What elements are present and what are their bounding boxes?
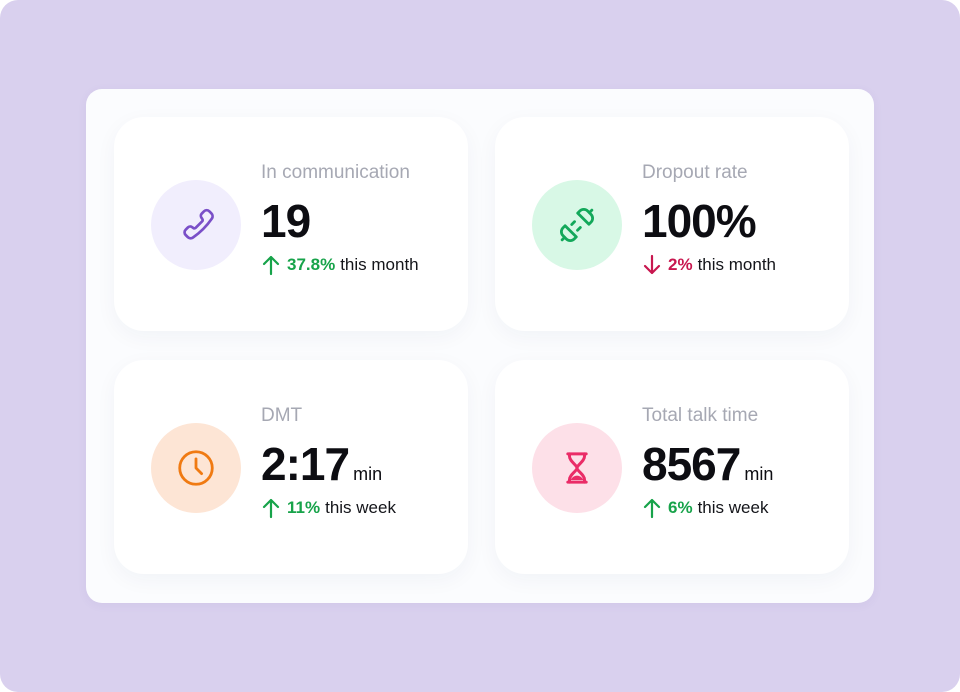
- stat-trend: 11% this week: [261, 497, 396, 519]
- phone-icon: [183, 208, 214, 240]
- stat-value: 8567: [642, 438, 741, 490]
- stat-value-row: 19: [261, 197, 314, 245]
- trend-percent: 37.8%: [287, 255, 336, 274]
- icon-circle: [151, 423, 241, 513]
- stat-trend: 2% this month: [642, 254, 776, 276]
- trend-percent: 11%: [287, 498, 321, 517]
- stat-card-dmt[interactable]: DMT 2:17 min 11% this week: [114, 360, 468, 574]
- trend-period: this month: [340, 255, 419, 274]
- icon-circle: [151, 180, 241, 270]
- clock-icon: [178, 450, 214, 486]
- arrow-down-icon: [643, 254, 661, 275]
- arrow-up-icon: [262, 498, 280, 519]
- trend-period: this month: [697, 255, 777, 274]
- stat-trend: 6% this week: [642, 497, 768, 519]
- stat-value-row: 2:17 min: [261, 440, 382, 488]
- stat-label: Dropout rate: [642, 162, 748, 183]
- stat-card-dropout-rate[interactable]: Dropout rate 100% 2% this month: [495, 117, 849, 331]
- stats-panel: In communication 19 37.8% this month: [86, 89, 874, 603]
- stat-card-in-communication[interactable]: In communication 19 37.8% this month: [114, 117, 468, 331]
- stat-unit: min: [744, 464, 774, 484]
- icon-circle: [532, 180, 622, 270]
- trend-period: this week: [697, 498, 769, 517]
- plug-disconnect-icon: [560, 208, 594, 242]
- stat-value-row: 8567 min: [642, 440, 773, 488]
- stat-unit: min: [353, 464, 383, 484]
- arrow-up-icon: [643, 498, 661, 519]
- trend-period: this week: [325, 498, 396, 517]
- stat-label: Total talk time: [642, 405, 759, 426]
- stat-card-total-talk-time[interactable]: Total talk time 8567 min 6% this week: [495, 360, 849, 574]
- icon-circle: [532, 423, 622, 513]
- trend-percent: 6%: [668, 498, 693, 517]
- stat-value-row: 100%: [642, 197, 760, 245]
- stat-label: DMT: [261, 405, 303, 426]
- stat-value: 2:17: [261, 438, 350, 490]
- stat-value: 19: [261, 195, 311, 247]
- stat-label: In communication: [261, 162, 410, 183]
- stat-trend: 37.8% this month: [261, 254, 419, 276]
- trend-percent: 2%: [668, 255, 693, 274]
- arrow-up-icon: [262, 255, 280, 276]
- stat-value: 100%: [642, 195, 757, 247]
- hourglass-icon: [566, 452, 588, 484]
